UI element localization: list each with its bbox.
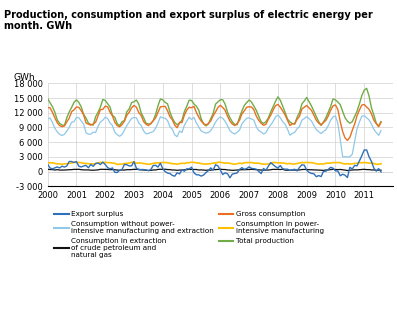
Text: GWh: GWh [13,74,35,82]
Legend: Export surplus, Consumption without power-
intensive manufacturing and extractio: Export surplus, Consumption without powe… [51,208,327,261]
Text: Production, consumption and export surplus of electric energy per
month. GWh: Production, consumption and export surpl… [4,10,373,31]
